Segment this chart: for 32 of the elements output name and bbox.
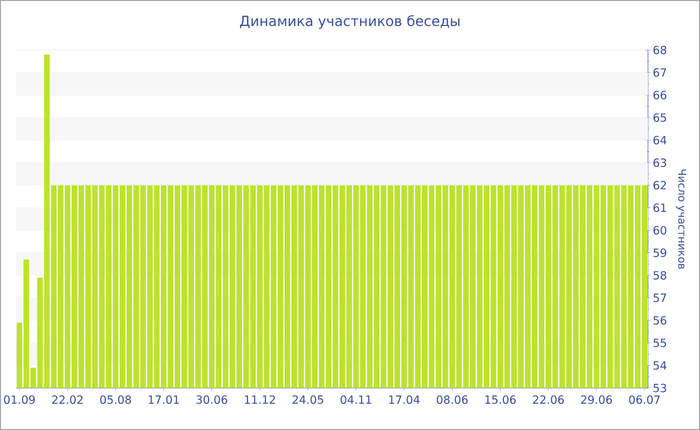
x-tick-label: 17.04 [389,395,420,404]
y-tick-label: 63 [653,158,666,167]
x-tick-label: 30.06 [196,395,228,404]
x-tick-label: 22.02 [52,395,83,404]
y-tick-label: 64 [653,136,666,144]
x-tick-label: 08.06 [436,395,468,404]
y-tick-label: 56 [654,316,666,325]
y-tick-label: 59 [654,248,666,258]
x-tick-label: 15.06 [485,395,516,404]
y-tick-label: 62 [653,180,666,190]
x-tick-label: 17.01 [148,395,179,404]
x-tick-label: 22.06 [533,395,564,404]
y-tick-label: 57 [654,294,666,302]
y-axis-title: Число участников [676,169,686,269]
chart-title: Динамика участников беседы [240,15,460,29]
y-tick-label: 66 [653,90,666,100]
x-tick-label: 11.12 [244,395,275,404]
y-tick-label: 53 [654,384,666,392]
x-tick-label: 04.11 [340,395,372,404]
y-tick-label: 54 [654,361,666,370]
y-tick-label: 58 [654,271,666,280]
x-tick-label: 06.07 [629,395,660,404]
x-tick-label: 01.09 [4,395,35,404]
y-tick-label: 55 [654,338,666,348]
x-tick-label: 24.05 [292,395,324,404]
y-tick-label: 68 [653,46,666,54]
y-tick-label: 61 [653,203,666,212]
x-tick-label: 05.08 [100,395,131,404]
y-tick-label: 67 [653,68,666,77]
y-tick-label: 65 [653,113,666,122]
y-tick-label: 60 [653,226,666,235]
x-tick-label: 29.06 [581,395,612,404]
